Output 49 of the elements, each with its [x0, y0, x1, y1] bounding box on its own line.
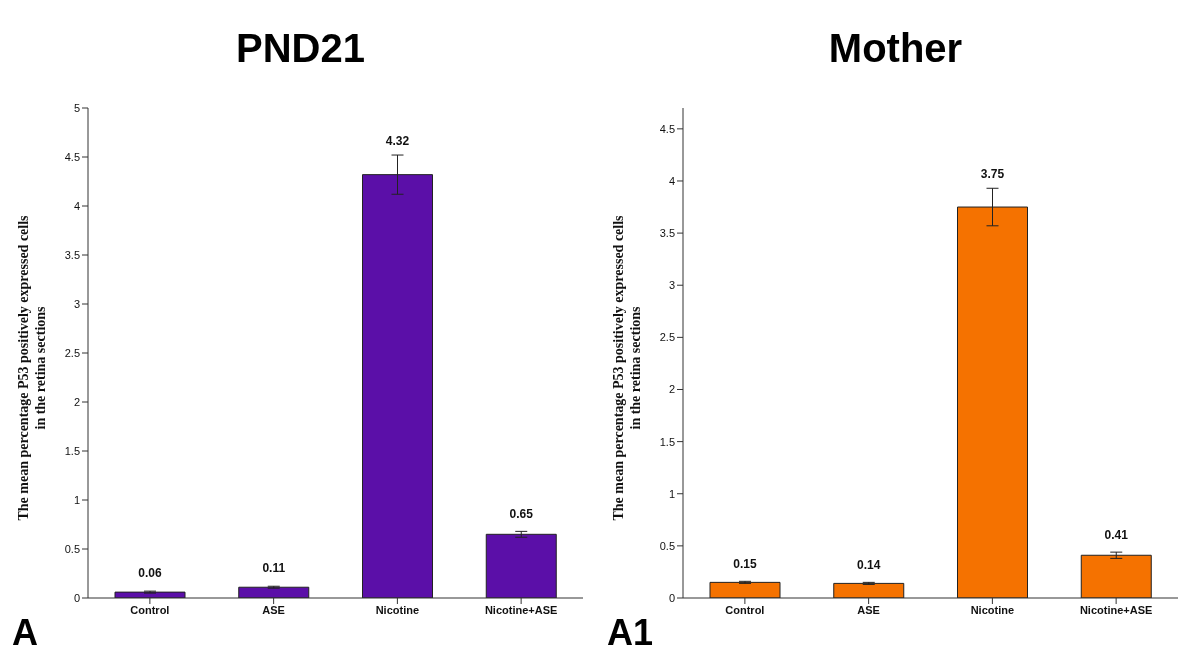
y-axis-title: The mean percentage P53 positively expressed cells in the retina sections — [611, 214, 643, 521]
y-axis-title: The mean percentage P53 positively expressed cells in the retina sections — [16, 214, 48, 521]
y-tick-label: 1.5 — [64, 444, 80, 457]
x-tick-label: Nicotine — [970, 603, 1015, 616]
y-tick-label: 3.5 — [64, 248, 80, 261]
x-tick-label: Control — [725, 603, 765, 616]
bar — [1080, 554, 1152, 598]
x-tick-label: Nicotine+ASE — [484, 603, 558, 616]
chart-title: PND21 — [235, 25, 366, 72]
bar — [238, 586, 310, 598]
data-label: 0.11 — [262, 561, 286, 576]
y-tick-label: 1.5 — [659, 435, 675, 448]
x-tick-label: Control — [130, 603, 170, 616]
y-tick-label: 2 — [73, 395, 80, 408]
bar — [485, 533, 557, 598]
bar — [114, 591, 186, 598]
data-label: 0.14 — [857, 557, 881, 572]
y-tick-label: 4.5 — [659, 122, 675, 135]
y-tick-label: 3.5 — [659, 227, 675, 240]
x-tick-label: Nicotine — [375, 603, 420, 616]
data-label: 0.15 — [733, 556, 757, 571]
y-tick-label: 0.5 — [64, 542, 80, 555]
y-tick-label: 2 — [668, 383, 675, 396]
y-tick-label: 5 — [73, 101, 80, 114]
bar — [833, 582, 905, 598]
x-tick-label: ASE — [857, 603, 880, 616]
y-tick-label: 0.5 — [659, 539, 675, 552]
data-label: 0.65 — [509, 506, 534, 521]
y-tick-label: 2.5 — [659, 331, 675, 344]
y-tick-label: 2.5 — [64, 346, 80, 359]
y-tick-label: 4 — [668, 174, 675, 187]
y-tick-label: 0 — [73, 591, 80, 604]
data-label: 3.75 — [980, 167, 1005, 182]
x-tick-label: Nicotine+ASE — [1079, 603, 1153, 616]
bar — [709, 581, 781, 598]
data-label: 0.06 — [138, 566, 162, 581]
y-tick-label: 1 — [668, 487, 675, 500]
y-tick-label: 1 — [73, 493, 80, 506]
data-label: 0.41 — [1104, 527, 1129, 542]
y-tick-label: 3 — [668, 279, 675, 292]
y-tick-label: 4 — [73, 199, 80, 212]
chart-title: Mother — [827, 25, 964, 72]
y-tick-label: 3 — [73, 297, 80, 310]
y-tick-label: 4.5 — [64, 150, 80, 163]
text: A1 — [607, 612, 654, 654]
y-tick-label: 0 — [668, 591, 675, 604]
text: A — [12, 612, 38, 654]
x-tick-label: ASE — [262, 603, 285, 616]
data-label: 4.32 — [385, 134, 410, 149]
